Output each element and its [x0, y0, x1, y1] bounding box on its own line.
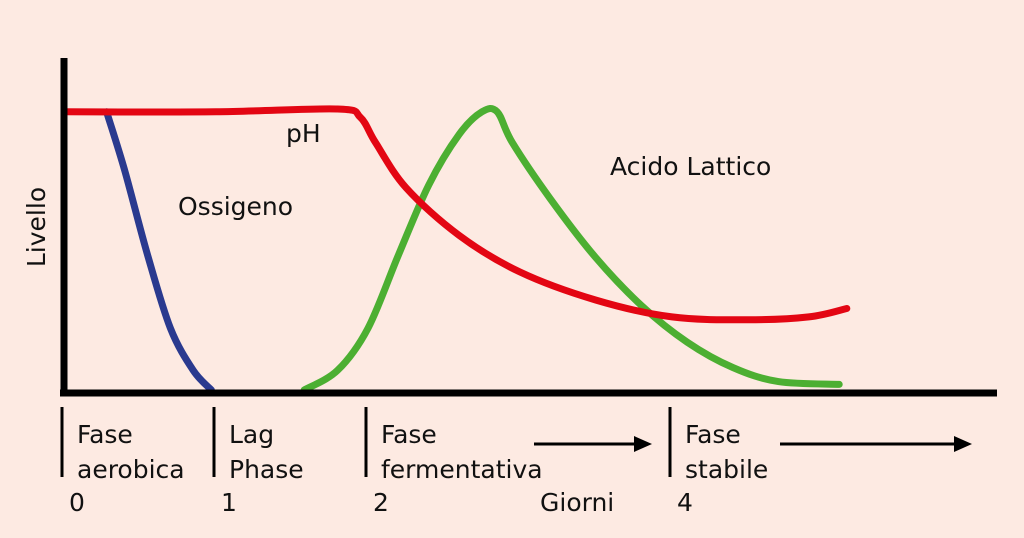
ossigeno-label: Ossigeno	[178, 192, 293, 221]
x-tick-label: 1	[221, 488, 237, 517]
curves-layer	[60, 105, 851, 394]
ph-label: pH	[286, 119, 321, 148]
phase-label: Lag	[229, 420, 274, 449]
acido-lattico-curve	[300, 105, 843, 394]
x-tick-label: 4	[677, 488, 693, 517]
phase-label: Fase	[381, 420, 437, 449]
acido-lattico-label: Acido Lattico	[610, 152, 771, 181]
labels-layer: Ossigeno pH Acido Lattico Livello	[22, 119, 771, 267]
x-axis-label: Giorni	[540, 488, 614, 517]
x-tick-label: 0	[69, 488, 85, 517]
arrow-head-icon	[634, 436, 652, 452]
axes-layer	[60, 58, 997, 397]
phases-layer: Fase aerobica Lag Phase Fase fermentativa Fase…	[60, 407, 972, 517]
phase-label: fermentativa	[381, 455, 543, 484]
phase-label: Phase	[229, 455, 304, 484]
phase-label: aerobica	[77, 455, 185, 484]
ph-curve	[60, 105, 851, 324]
phase-label: stabile	[685, 455, 768, 484]
y-axis-label: Livello	[22, 187, 51, 267]
arrow-head-icon	[954, 436, 972, 452]
phase-label: Fase	[685, 420, 741, 449]
phase-label: Fase	[77, 420, 133, 449]
ossigeno-curve	[103, 108, 215, 394]
x-tick-label: 2	[373, 488, 389, 517]
